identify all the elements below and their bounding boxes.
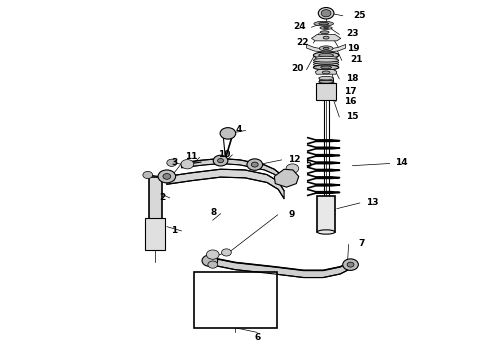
Bar xyxy=(149,177,162,220)
Polygon shape xyxy=(316,69,337,74)
Bar xyxy=(318,196,335,232)
Circle shape xyxy=(158,170,175,183)
Ellipse shape xyxy=(324,27,329,29)
Circle shape xyxy=(206,250,219,259)
Text: 24: 24 xyxy=(294,22,306,31)
Ellipse shape xyxy=(323,36,329,39)
Circle shape xyxy=(347,262,354,267)
Text: 19: 19 xyxy=(347,44,360,53)
Ellipse shape xyxy=(314,63,339,66)
Text: 1: 1 xyxy=(171,226,177,235)
Bar xyxy=(317,83,336,100)
Circle shape xyxy=(251,162,258,167)
Ellipse shape xyxy=(318,230,335,234)
Ellipse shape xyxy=(323,47,329,49)
Circle shape xyxy=(213,155,228,166)
Ellipse shape xyxy=(315,56,337,60)
Ellipse shape xyxy=(314,60,339,64)
Bar xyxy=(194,272,277,328)
Bar xyxy=(145,219,165,250)
Text: 5: 5 xyxy=(305,160,312,169)
Circle shape xyxy=(163,174,171,179)
Ellipse shape xyxy=(319,76,333,80)
Ellipse shape xyxy=(320,27,332,30)
Text: 7: 7 xyxy=(358,239,365,248)
Circle shape xyxy=(218,158,223,163)
Polygon shape xyxy=(307,44,345,52)
Circle shape xyxy=(208,261,218,268)
Ellipse shape xyxy=(314,21,333,26)
Circle shape xyxy=(321,10,331,17)
Circle shape xyxy=(221,249,231,256)
Text: 4: 4 xyxy=(236,125,243,134)
Ellipse shape xyxy=(319,22,329,25)
Polygon shape xyxy=(274,169,299,187)
Text: 18: 18 xyxy=(346,74,359,83)
Ellipse shape xyxy=(314,65,339,70)
Circle shape xyxy=(143,171,153,179)
Circle shape xyxy=(318,8,334,19)
Ellipse shape xyxy=(322,71,330,74)
Text: 8: 8 xyxy=(210,208,217,217)
Text: 23: 23 xyxy=(346,29,359,38)
Text: 12: 12 xyxy=(288,155,300,164)
Circle shape xyxy=(181,159,194,169)
Ellipse shape xyxy=(319,53,333,57)
Ellipse shape xyxy=(319,80,333,83)
Text: 10: 10 xyxy=(218,150,230,159)
Circle shape xyxy=(167,159,176,166)
Text: 21: 21 xyxy=(350,55,363,64)
Circle shape xyxy=(343,259,358,270)
Text: 2: 2 xyxy=(159,193,165,202)
Text: 17: 17 xyxy=(344,86,356,95)
Circle shape xyxy=(202,255,218,266)
Circle shape xyxy=(286,164,299,173)
Text: 6: 6 xyxy=(254,333,260,342)
Circle shape xyxy=(247,159,263,170)
Text: 20: 20 xyxy=(292,64,304,73)
Text: 14: 14 xyxy=(395,158,408,167)
Text: 25: 25 xyxy=(354,11,366,20)
Polygon shape xyxy=(181,158,282,180)
Polygon shape xyxy=(167,169,284,199)
Polygon shape xyxy=(208,257,350,278)
Ellipse shape xyxy=(314,58,339,62)
Text: 22: 22 xyxy=(296,38,308,47)
Ellipse shape xyxy=(321,66,331,69)
Polygon shape xyxy=(312,35,341,41)
Text: 11: 11 xyxy=(185,152,197,161)
Text: 13: 13 xyxy=(366,198,378,207)
Text: 16: 16 xyxy=(344,96,356,105)
Ellipse shape xyxy=(314,52,339,58)
Text: 9: 9 xyxy=(288,210,294,219)
Ellipse shape xyxy=(320,31,329,34)
Text: 15: 15 xyxy=(346,112,359,121)
Text: 3: 3 xyxy=(171,158,177,167)
Ellipse shape xyxy=(319,46,333,51)
Circle shape xyxy=(220,128,236,139)
